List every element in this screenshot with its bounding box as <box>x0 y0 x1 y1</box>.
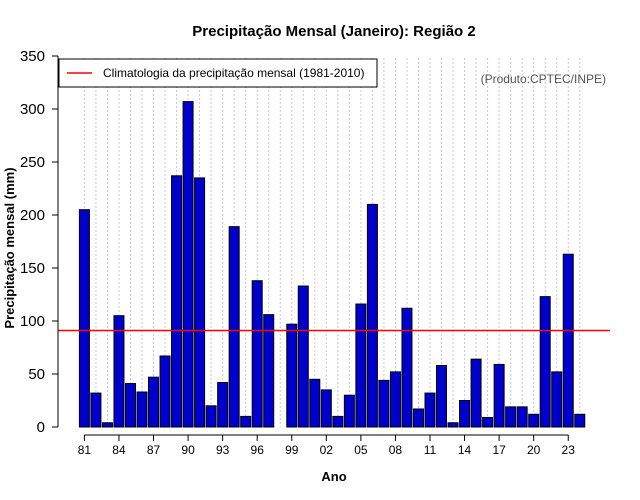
grid-lines <box>83 58 581 427</box>
x-tick-label: 17 <box>492 443 506 457</box>
x-tick-label: 99 <box>285 443 299 457</box>
bar-2011 <box>424 392 436 428</box>
bar-2006 <box>366 203 378 428</box>
x-tick-label: 87 <box>147 443 161 457</box>
bar-1983 <box>101 422 113 428</box>
bar-1999 <box>286 323 298 428</box>
x-tick-label: 05 <box>354 443 368 457</box>
y-tick-label: 350 <box>20 48 45 65</box>
bar-1986 <box>136 391 148 428</box>
x-tick-label: 08 <box>389 443 403 457</box>
bar-2022 <box>551 371 563 428</box>
bar-2021 <box>539 296 551 428</box>
x-tick-label: 84 <box>112 443 126 457</box>
bar-2017 <box>493 363 505 428</box>
y-tick-label: 250 <box>20 154 45 171</box>
bar-2009 <box>401 307 413 428</box>
bar-1997 <box>263 314 275 428</box>
bar-2008 <box>389 371 401 428</box>
bar-2015 <box>470 358 482 428</box>
x-tick-label: 14 <box>458 443 472 457</box>
y-tick-label: 300 <box>20 101 45 118</box>
x-tick-label: 81 <box>78 443 92 457</box>
bar-1996 <box>251 280 263 428</box>
chart-title: Precipitação Mensal (Janeiro): Região 2 <box>192 23 475 40</box>
legend-box <box>58 58 378 88</box>
legend-label: Climatologia da precipitação mensal (198… <box>103 66 364 80</box>
bar-2016 <box>482 416 494 428</box>
bar-2004 <box>343 394 355 428</box>
x-axis-label: Ano <box>321 469 346 484</box>
y-tick-label: 150 <box>20 260 45 277</box>
x-tick-label: 96 <box>251 443 265 457</box>
bar-1991 <box>194 177 206 428</box>
x-tick-label: 23 <box>562 443 576 457</box>
bar-1982 <box>90 392 102 428</box>
bar-2023 <box>562 253 574 428</box>
bar-2012 <box>436 365 448 428</box>
bar-2020 <box>528 413 540 428</box>
y-tick-label: 0 <box>37 419 45 436</box>
bar-1988 <box>159 355 171 428</box>
y-axis-label: Precipitação mensal (mm) <box>2 167 17 328</box>
bars-layer <box>78 101 586 428</box>
bar-2018 <box>505 406 517 428</box>
bar-2007 <box>378 379 390 428</box>
bar-1993 <box>217 381 229 428</box>
x-tick-label: 93 <box>216 443 230 457</box>
bar-1984 <box>113 315 125 428</box>
x-tick-label: 90 <box>181 443 195 457</box>
bar-2000 <box>297 285 309 428</box>
bar-1992 <box>205 405 217 428</box>
bar-2010 <box>412 408 424 428</box>
bar-2014 <box>459 400 471 428</box>
y-tick-label: 100 <box>20 313 45 330</box>
bar-2001 <box>309 378 321 428</box>
bar-1989 <box>171 175 183 428</box>
y-tick-label: 200 <box>20 207 45 224</box>
bar-1981 <box>78 209 90 428</box>
y-tick-label: 50 <box>28 366 45 383</box>
bar-2019 <box>516 406 528 428</box>
product-credit: (Produto:CPTEC/INPE) <box>481 72 606 86</box>
x-tick-label: 11 <box>424 443 437 457</box>
bar-1994 <box>228 226 240 428</box>
bar-2024 <box>574 413 586 428</box>
legend: Climatologia da precipitação mensal (198… <box>58 58 378 88</box>
bar-1995 <box>240 415 252 428</box>
bar-2005 <box>355 303 367 428</box>
bar-1990 <box>182 101 194 428</box>
bar-2003 <box>332 415 344 428</box>
axes: 0 50 100 150 200 250 300 350 81 84 87 90 93 96 99 02 05 0… <box>20 48 575 457</box>
bar-1987 <box>148 376 160 428</box>
bar-2013 <box>447 422 459 428</box>
x-tick-label: 20 <box>527 443 541 457</box>
bar-2002 <box>320 389 332 428</box>
bar-1985 <box>124 383 136 428</box>
x-tick-label: 02 <box>320 443 334 457</box>
